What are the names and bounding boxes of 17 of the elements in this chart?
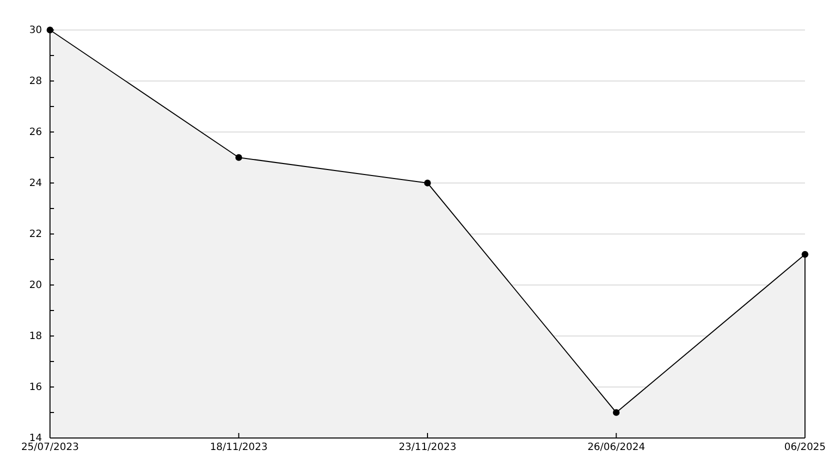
y-tick-label: 26 <box>29 127 42 138</box>
y-tick-label: 28 <box>29 76 42 88</box>
y-tick-label: 18 <box>29 331 42 342</box>
point <box>802 251 808 258</box>
x-tick-label: 18/11/2023 <box>210 442 268 453</box>
x-tick-label: 25/07/2023 <box>21 442 79 453</box>
y-tick-label: 20 <box>29 280 42 292</box>
x-tick-label: 06/2025 <box>784 442 826 453</box>
point <box>424 180 431 186</box>
y-tick-label: 30 <box>29 25 42 36</box>
point <box>612 409 620 416</box>
y-tick-label: 24 <box>29 178 42 190</box>
y-tick-label: 22 <box>29 229 42 240</box>
point <box>235 154 242 161</box>
y-tick-label: 16 <box>29 382 42 394</box>
x-tick-label: 26/06/2024 <box>587 442 646 453</box>
x-tick-label: 23/11/2023 <box>398 442 456 453</box>
